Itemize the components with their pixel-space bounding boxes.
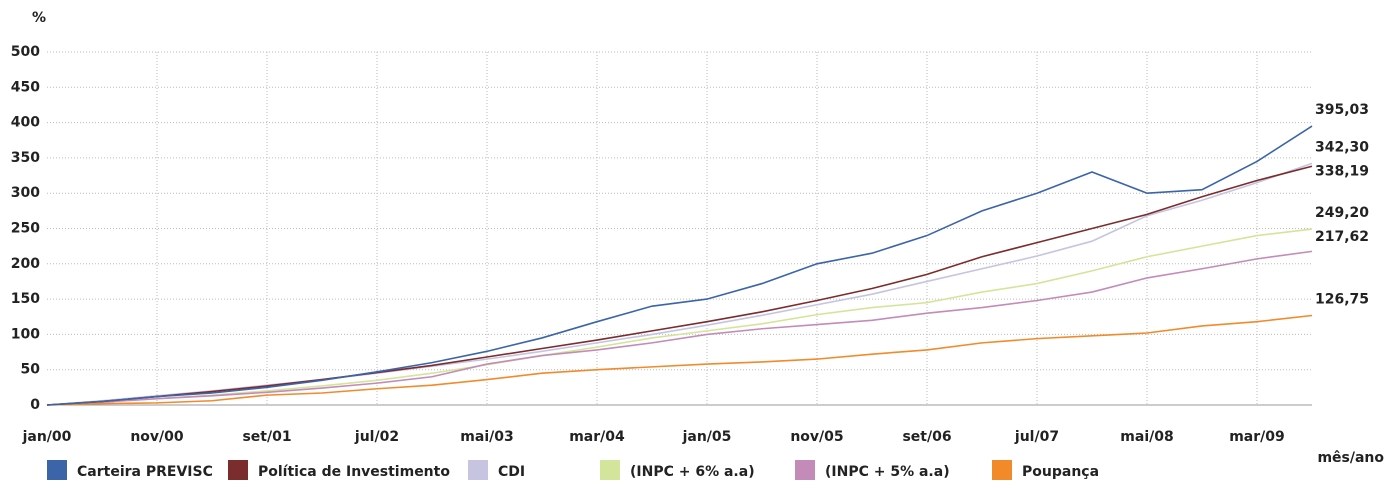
x-tick-label: jul/07 [1014,429,1059,445]
y-axis-label: % [32,10,46,26]
legend-label: (INPC + 6% a.a) [630,464,755,480]
legend-swatch [600,460,620,480]
y-tick-label: 350 [11,150,40,166]
y-tick-label: 200 [11,256,40,272]
series-line [46,314,1313,406]
x-tick-label: mai/08 [1120,429,1173,445]
legend-swatch [795,460,815,480]
y-tick-label: 100 [11,326,40,342]
series-line [46,125,1313,406]
y-tick-label: 250 [11,221,40,237]
legend-label: (INPC + 5% a.a) [825,464,950,480]
y-tick-label: 300 [11,185,40,201]
x-axis-label: mês/ano [1317,450,1384,466]
x-tick-label: mar/04 [569,429,625,445]
x-tick-label: nov/05 [790,429,843,445]
legend-swatch [468,460,488,480]
end-value-label: 126,75 [1315,292,1369,308]
series-line [46,228,1313,406]
x-tick-label: set/06 [902,429,951,445]
y-tick-label: 150 [11,291,40,307]
y-tick-label: 400 [11,115,40,131]
y-tick-label: 500 [11,44,40,60]
x-tick-label: jan/05 [682,429,732,445]
series-line [46,165,1313,406]
legend-label: Política de Investimento [258,464,450,480]
x-tick-label: jan/00 [22,429,72,445]
x-tick-label: mar/09 [1229,429,1285,445]
end-value-label: 249,20 [1315,205,1369,221]
y-tick-label: 450 [11,79,40,95]
end-value-label: 217,62 [1315,229,1369,245]
legend-label: Carteira PREVISC [77,464,213,480]
end-value-label: 395,03 [1315,102,1369,118]
y-tick-label: 0 [30,397,40,413]
legend-label: CDI [498,464,525,480]
legend-swatch [992,460,1012,480]
legend-swatch [47,460,67,480]
series-line [46,250,1313,406]
x-tick-label: mai/03 [460,429,513,445]
end-value-label: 338,19 [1315,163,1369,179]
x-tick-label: set/01 [242,429,291,445]
x-tick-label: nov/00 [130,429,184,445]
y-tick-label: 50 [21,362,41,378]
end-value-label: 342,30 [1315,139,1369,155]
x-tick-label: jul/02 [354,429,399,445]
legend-swatch [228,460,248,480]
legend-label: Poupança [1022,464,1099,480]
